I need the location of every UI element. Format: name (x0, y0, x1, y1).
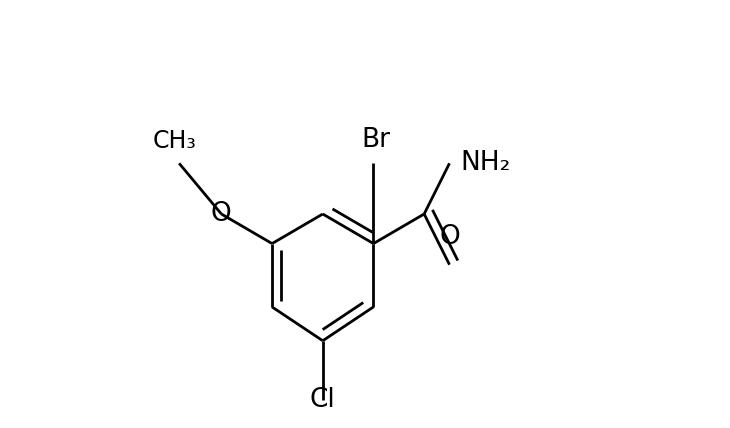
Text: Br: Br (361, 127, 390, 153)
Text: Cl: Cl (310, 386, 336, 413)
Text: O: O (439, 224, 460, 250)
Text: CH₃: CH₃ (153, 129, 197, 153)
Text: NH₂: NH₂ (460, 150, 510, 176)
Text: O: O (211, 201, 231, 227)
